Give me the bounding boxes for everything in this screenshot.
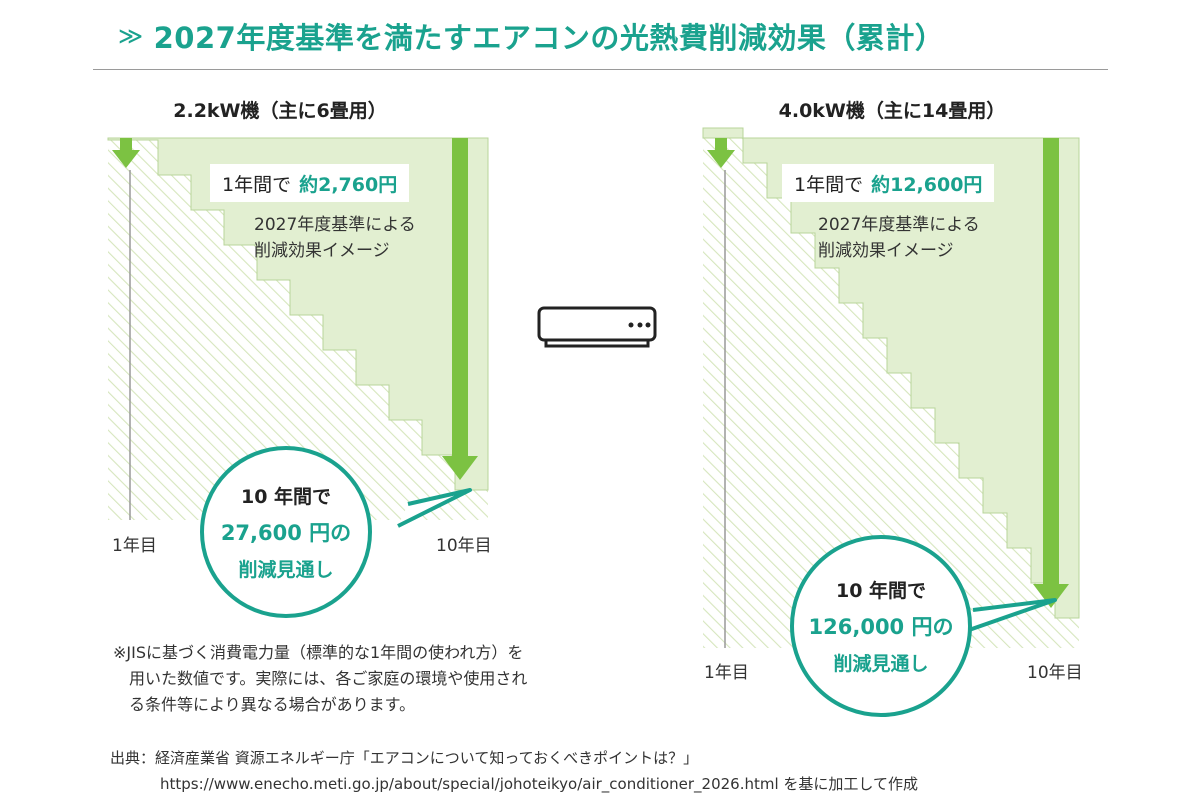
panel-title-4-0kw: 4.0kW機（主に14畳用） [778, 100, 1006, 122]
ten-year-arrow-head [1033, 584, 1069, 608]
double-chevron-icon: ≫ [118, 22, 144, 50]
source-citation: 出典：経済産業省 資源エネルギー庁「エアコンについて知っておくべきポイントは？」… [110, 745, 918, 797]
footnote-line2: 用いた数値です。実際には、各ご家庭の環境や使用され [113, 669, 528, 688]
page-title: ≫ 2027年度基準を満たすエアコンの光熱費削減効果（累計） [118, 14, 944, 58]
effect-description-line1: 2027年度基準による [254, 215, 416, 235]
effect-description-line1: 2027年度基準による [818, 215, 980, 235]
bubble-pointer [968, 598, 1057, 632]
effect-description-line2: 削減効果イメージ [254, 241, 390, 261]
one-year-arrow-head [707, 150, 735, 168]
savings-staircase-chart-4-0kw [702, 127, 1080, 648]
ten-year-arrow-shaft [452, 138, 468, 460]
x-axis-end-label: 10年目 [436, 536, 492, 556]
annual-savings-prefix: 1年間で [794, 173, 864, 196]
effect-description: 2027年度基準による 削減効果イメージ [818, 212, 980, 264]
title-divider [93, 69, 1108, 70]
ten-year-arrow-shaft [1043, 138, 1059, 588]
page-title-text: 2027年度基準を満たすエアコンの光熱費削減効果（累計） [153, 21, 945, 55]
annual-savings-box: 1年間で 約2,760円 [210, 164, 410, 202]
footnote-line1: ※JISに基づく消費電力量（標準的な1年間の使われ方）を [113, 643, 524, 662]
effect-description: 2027年度基準による 削減効果イメージ [254, 212, 416, 264]
ten-year-arrow-head [442, 456, 478, 480]
air-conditioner-icon [537, 306, 657, 348]
ten-year-savings-bubble: 10 年間で 27,600 円の 削減見通し [200, 446, 372, 618]
effect-description-line2: 削減効果イメージ [818, 241, 954, 261]
x-axis-end-label: 10年目 [1027, 663, 1083, 683]
annual-savings-prefix: 1年間で [222, 173, 292, 196]
bubble-period: 10 年間で [835, 580, 927, 602]
x-axis-start-label: 1年目 [704, 663, 749, 683]
annual-savings-value: 約2,760円 [299, 173, 398, 196]
bubble-period: 10 年間で [240, 486, 332, 508]
annual-savings-box: 1年間で 約12,600円 [782, 164, 995, 202]
source-url: https://www.enecho.meti.go.jp/about/spec… [160, 775, 918, 793]
one-year-arrow-head [112, 150, 140, 168]
bubble-caption: 削減見通し [833, 653, 929, 675]
bubble-amount: 27,600 円の [220, 521, 352, 545]
bubble-amount: 126,000 円の [808, 615, 954, 639]
one-year-arrow-shaft [120, 138, 132, 152]
source-line1: 出典：経済産業省 資源エネルギー庁「エアコンについて知っておくべきポイントは？」 [110, 749, 699, 767]
footnote-line3: る条件等により異なる場合があります。 [113, 695, 416, 714]
footnote: ※JISに基づく消費電力量（標準的な1年間の使われ方）を 用いた数値です。実際に… [113, 640, 527, 718]
x-axis-start-label: 1年目 [112, 536, 157, 556]
savings-staircase-area [702, 127, 1080, 619]
bubble-pointer [397, 488, 472, 528]
bubble-caption: 削減見通し [238, 559, 334, 581]
annual-savings-value: 約12,600円 [871, 173, 983, 196]
one-year-arrow-shaft [715, 138, 727, 152]
ten-year-savings-bubble: 10 年間で 126,000 円の 削減見通し [790, 535, 972, 717]
panel-title-2-2kw: 2.2kW機（主に6畳用） [173, 100, 387, 122]
